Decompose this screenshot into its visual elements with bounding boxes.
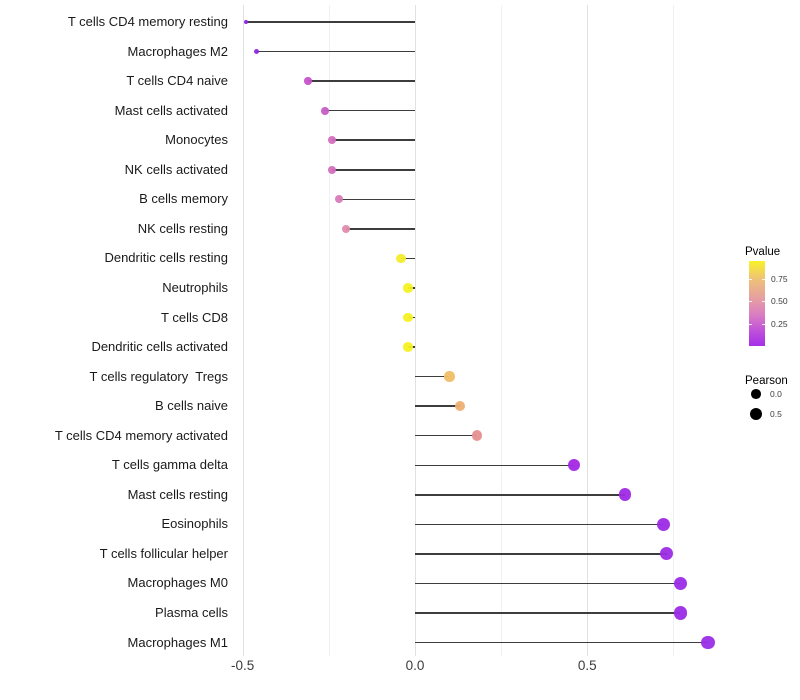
lollipop-dot — [701, 635, 715, 650]
gridline-minor — [328, 5, 330, 656]
x-axis-tick-label: -0.5 — [231, 658, 255, 673]
lollipop-dot — [403, 342, 413, 352]
lollipop-dot — [454, 400, 466, 412]
lollipop-stem — [415, 434, 478, 437]
lollipop-stem — [246, 21, 415, 23]
pearson-legend-dot — [749, 407, 763, 421]
lollipop-dot — [444, 371, 455, 382]
lollipop-stem — [332, 169, 415, 171]
lollipop-dot — [328, 136, 337, 145]
pearson-legend-dot — [751, 389, 761, 399]
y-axis-label: Macrophages M1 — [127, 634, 228, 650]
lollipop-dot — [567, 459, 580, 472]
lollipop-dot — [328, 165, 337, 174]
lollipop-dot — [244, 20, 249, 24]
y-axis-label: T cells regulatory Tregs — [89, 368, 228, 384]
lollipop-stem — [415, 553, 667, 555]
pearson-legend-label: 0.5 — [770, 409, 782, 419]
y-axis-label: Monocytes — [165, 132, 228, 148]
lollipop-dot — [656, 517, 670, 531]
lollipop-stem — [332, 139, 415, 141]
lollipop-stem — [415, 612, 681, 614]
y-axis-label: Eosinophils — [161, 516, 229, 532]
lollipop-stem — [308, 80, 415, 82]
lollipop-stem — [415, 582, 681, 585]
x-axis-tick-label: 0.5 — [577, 658, 597, 673]
lollipop-stem — [325, 109, 415, 112]
lollipop-stem — [339, 198, 415, 201]
pearson-legend-title: Pearson — [745, 375, 788, 387]
colorbar-tick-mark — [762, 278, 765, 280]
gridline-major — [587, 5, 589, 656]
y-axis-label: NK cells resting — [137, 220, 228, 236]
lollipop-dot — [660, 547, 674, 561]
y-axis-label: Dendritic cells resting — [104, 250, 228, 266]
lollipop-dot — [304, 77, 312, 85]
y-axis-label: T cells CD4 naive — [126, 73, 228, 89]
lollipop-dot — [673, 576, 687, 591]
y-axis-label: T cells CD4 memory resting — [67, 14, 228, 29]
y-axis-label: T cells CD8 — [161, 309, 228, 325]
lollipop-dot — [618, 488, 632, 502]
y-axis-label: Dendritic cells activated — [91, 339, 228, 355]
y-axis-label: T cells CD4 memory activated — [54, 427, 228, 443]
colorbar-tick-mark — [749, 323, 752, 325]
colorbar-tick-mark — [749, 278, 752, 280]
pvalue-colorbar — [749, 261, 765, 346]
x-axis-tick-label: 0.0 — [405, 658, 425, 673]
lollipop-dot — [341, 224, 351, 234]
y-axis-label: T cells gamma delta — [111, 457, 228, 473]
y-axis-label: B cells naive — [155, 398, 228, 414]
lollipop-stem — [415, 641, 708, 644]
pvalue-legend-title: Pvalue — [745, 246, 781, 258]
lollipop-dot — [396, 253, 406, 264]
lollipop-dot — [403, 283, 413, 293]
pearson-legend-label: 0.0 — [770, 389, 782, 399]
y-axis-label: Mast cells activated — [114, 102, 228, 118]
lollipop-stem — [415, 375, 450, 378]
colorbar-tick-mark — [749, 301, 752, 303]
y-axis-label: NK cells activated — [124, 161, 228, 177]
lollipop-dot — [673, 606, 687, 620]
y-axis-label: Neutrophils — [162, 279, 228, 295]
lollipop-dot — [471, 430, 483, 442]
lollipop-stem — [401, 257, 415, 260]
colorbar-tick-label: 0.50 — [771, 296, 788, 307]
lollipop-stem — [415, 523, 664, 526]
gridline-minor — [673, 5, 675, 656]
y-axis-label: T cells follicular helper — [99, 545, 228, 561]
gridline-major — [242, 5, 244, 656]
lollipop-stem — [415, 464, 574, 466]
y-axis-label: Macrophages M2 — [127, 43, 228, 59]
lollipop-stem — [415, 405, 460, 407]
colorbar-tick-mark — [762, 323, 765, 325]
lollipop-stem — [346, 228, 415, 230]
lollipop-dot — [335, 195, 344, 204]
y-axis-label: Plasma cells — [155, 605, 228, 620]
lollipop-stem — [415, 494, 626, 496]
lollipop-stem — [256, 50, 415, 53]
y-axis-label: B cells memory — [139, 191, 228, 207]
lollipop-dot — [253, 48, 260, 55]
colorbar-tick-mark — [762, 301, 765, 303]
gridline-major — [415, 5, 416, 656]
lollipop-dot — [321, 106, 330, 115]
y-axis-label: Macrophages M0 — [127, 575, 228, 591]
colorbar-tick-label: 0.25 — [771, 318, 788, 329]
y-axis-label: Mast cells resting — [127, 486, 228, 502]
lollipop-dot — [403, 312, 413, 323]
colorbar-tick-label: 0.75 — [771, 273, 788, 284]
gridline-minor — [501, 5, 503, 656]
